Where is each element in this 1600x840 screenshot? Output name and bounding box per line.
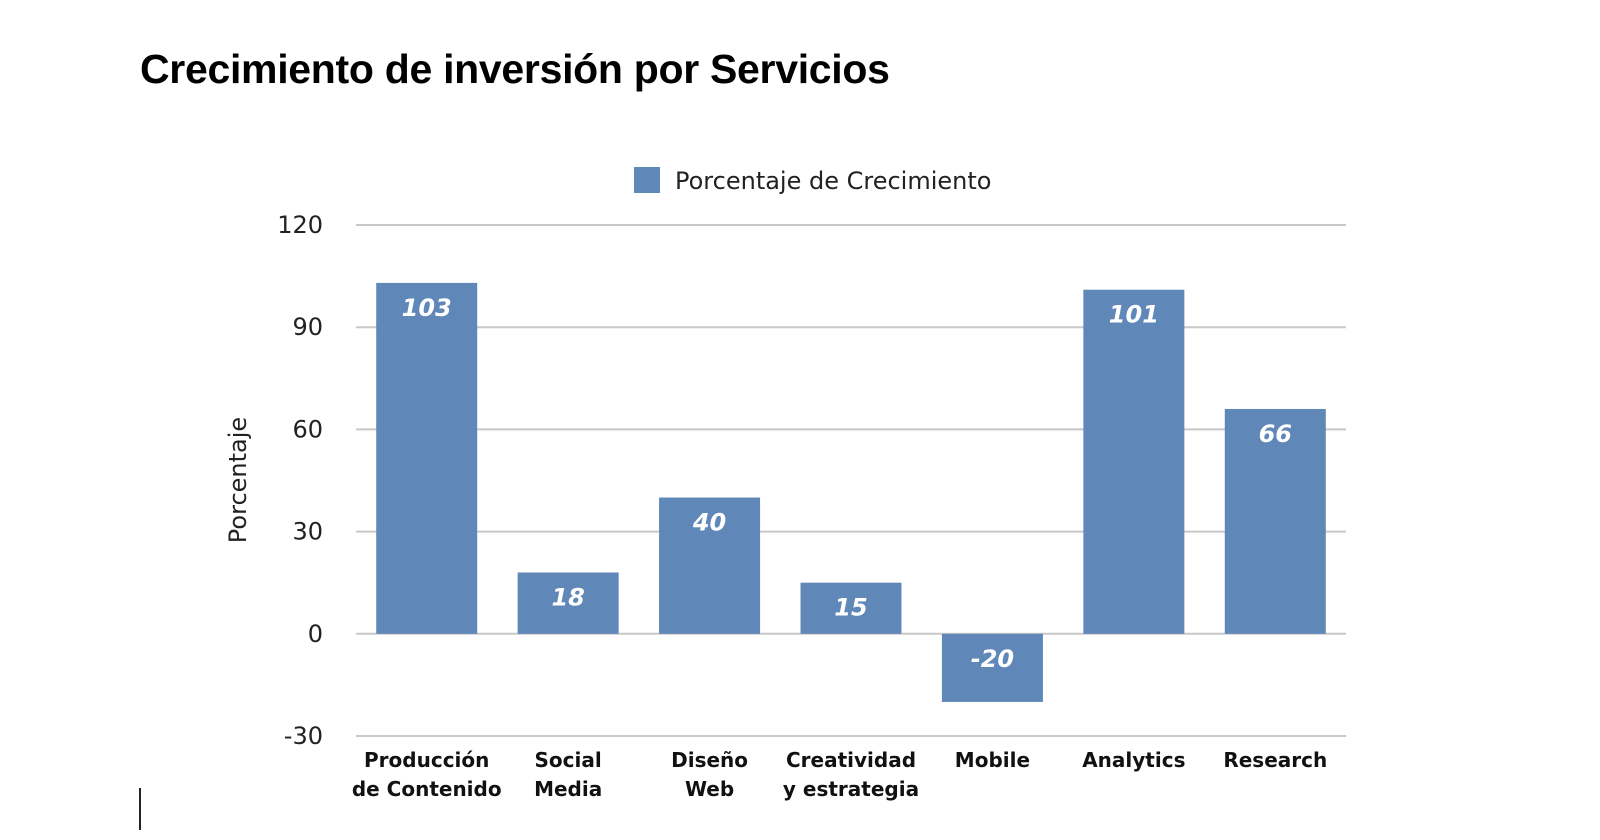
y-tick-label: 90 [292,313,323,341]
data-label: 103 [402,294,452,322]
x-tick-label: Diseño [671,748,748,772]
x-tick-label: Web [685,777,734,801]
data-label: 101 [1109,301,1159,329]
text-cursor [139,788,141,830]
x-tick-label: Research [1223,748,1327,772]
data-label: 40 [692,509,726,537]
x-tick-label: Creatividad [786,748,916,772]
x-tick-label: Mobile [955,748,1030,772]
data-label: 15 [834,594,867,622]
x-tick-label: de Contenido [352,777,502,801]
data-label: 18 [551,583,584,611]
y-tick-label: 60 [292,415,323,443]
bar [1224,408,1326,634]
y-tick-label: 30 [292,518,323,546]
bar [659,497,761,634]
page-title: Crecimiento de inversión por Servicios [140,46,890,92]
x-tick-label: Analytics [1082,748,1185,772]
data-label: 66 [1259,420,1292,448]
x-tick-label: Media [534,777,602,801]
bar [1083,289,1185,634]
x-tick-label: Producción [364,748,489,772]
x-tick-label: y estrategia [783,777,919,801]
data-label: -20 [971,645,1014,673]
bar [517,572,619,634]
legend-label: Porcentaje de Crecimiento [675,167,991,195]
y-tick-label: -30 [284,722,323,750]
bar [800,582,902,634]
x-tick-label: Social [535,748,602,772]
legend-swatch [634,167,660,193]
y-tick-label: 120 [277,211,323,239]
y-tick-label: 0 [308,620,323,648]
y-axis-title: Porcentaje [224,417,252,543]
bar [376,282,478,634]
bar [941,633,1043,702]
